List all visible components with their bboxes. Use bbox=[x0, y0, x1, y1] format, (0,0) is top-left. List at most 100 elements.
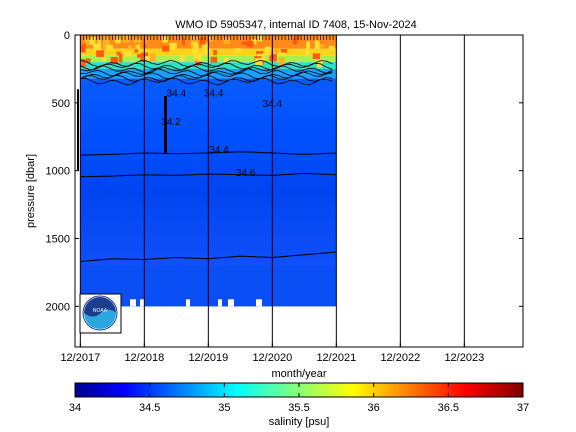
surface-patch bbox=[319, 44, 325, 48]
surface-patch bbox=[203, 48, 209, 55]
surface-patch bbox=[82, 43, 86, 53]
data-gap bbox=[218, 299, 222, 307]
profile-spike bbox=[77, 89, 79, 171]
surface-patch bbox=[271, 49, 279, 54]
surface-patch bbox=[278, 57, 285, 66]
data-gap bbox=[140, 299, 144, 307]
surface-patch bbox=[119, 53, 123, 63]
data-gap bbox=[228, 299, 234, 307]
y-tick-label: 0 bbox=[64, 30, 70, 42]
surface-patch bbox=[179, 55, 185, 61]
surface-patch bbox=[134, 49, 139, 53]
surface-patch bbox=[148, 53, 157, 62]
surface-patch bbox=[124, 51, 132, 57]
surface-patch bbox=[114, 35, 121, 39]
contour-line bbox=[80, 65, 333, 74]
contour-line bbox=[80, 74, 333, 82]
year-gridlines bbox=[79, 35, 465, 347]
surface-patch bbox=[250, 39, 257, 45]
surface-patch bbox=[106, 45, 114, 51]
x-axis-ticks: 12/2017 12/2018 12/2019 12/2020 12/2021 12/20… bbox=[60, 343, 484, 364]
surface-patch bbox=[279, 52, 286, 57]
surface-patch bbox=[203, 46, 210, 50]
surface-patch bbox=[195, 58, 202, 66]
surface-patch bbox=[305, 48, 310, 55]
colorbar-tick-label: 36.5 bbox=[438, 402, 459, 414]
surface-patch bbox=[235, 48, 241, 53]
x-tick-label: 12/2018 bbox=[124, 352, 164, 364]
surface-patch bbox=[202, 42, 208, 49]
contour-label: 34.2 bbox=[161, 117, 181, 128]
surface-patch bbox=[137, 54, 144, 58]
surface-patch bbox=[328, 45, 335, 51]
contour-line bbox=[80, 59, 333, 68]
surface-patch bbox=[143, 44, 147, 49]
surface-patch bbox=[181, 37, 186, 46]
surface-patch bbox=[210, 56, 218, 63]
colorbar: 34 34.5 35 35.5 36 36.5 37 bbox=[69, 382, 529, 414]
surface-patch bbox=[306, 41, 310, 49]
surface-patch bbox=[196, 56, 202, 62]
surface-patch bbox=[269, 54, 277, 62]
surface-patch bbox=[194, 53, 200, 59]
surface-patch bbox=[314, 40, 320, 50]
surface-patch bbox=[127, 45, 133, 50]
surface-patch bbox=[122, 35, 130, 43]
surface-patch bbox=[241, 41, 249, 46]
y-tick-label: 500 bbox=[52, 98, 70, 110]
x-axis-label: month/year bbox=[271, 368, 326, 380]
surface-patch bbox=[292, 38, 298, 45]
surface-patch bbox=[223, 38, 230, 45]
surface-patch bbox=[246, 40, 254, 48]
contour-line bbox=[80, 62, 333, 71]
logo-text: NOAA bbox=[93, 308, 108, 314]
contour-label: 34.6 bbox=[236, 168, 256, 179]
y-axis-label: pressure [dbar] bbox=[25, 154, 37, 228]
surface-patch bbox=[143, 54, 150, 60]
surface-patch bbox=[136, 44, 141, 52]
surface-patch bbox=[316, 58, 323, 68]
surface-patch bbox=[110, 56, 119, 65]
colorbar-tick-label: 37 bbox=[517, 402, 529, 414]
surface-patch bbox=[81, 58, 86, 68]
colorbar-ticks: 34 34.5 35 35.5 36 36.5 37 bbox=[69, 383, 529, 414]
surface-patch bbox=[116, 38, 121, 44]
noaa-logo: NOAA bbox=[79, 293, 122, 334]
y-tick-label: 1500 bbox=[46, 233, 70, 245]
x-tick-label: 12/2020 bbox=[252, 352, 292, 364]
surface-patch bbox=[103, 36, 110, 45]
profile-spike bbox=[164, 96, 167, 154]
x-tick-label: 12/2023 bbox=[444, 352, 484, 364]
colorbar-tick-label: 34 bbox=[69, 402, 81, 414]
surface-patch bbox=[102, 56, 107, 62]
colorbar-tick-label: 34.5 bbox=[139, 402, 160, 414]
x-tick-label: 12/2021 bbox=[316, 352, 356, 364]
surface-patch bbox=[96, 50, 104, 57]
surface-patch bbox=[133, 38, 142, 43]
surface-patch bbox=[140, 56, 147, 62]
surface-patch bbox=[294, 35, 300, 41]
colorbar-tick-label: 35 bbox=[218, 402, 230, 414]
surface-patch bbox=[207, 36, 213, 42]
contour-label: 34.4 bbox=[209, 145, 229, 156]
surface-patch bbox=[97, 39, 101, 47]
colorbar-label: salinity [psu] bbox=[269, 416, 330, 428]
contour-line bbox=[80, 77, 333, 86]
colorbar-tick-label: 36 bbox=[368, 402, 380, 414]
data-gap bbox=[186, 299, 190, 307]
surface-patch bbox=[255, 58, 263, 66]
surface-patch bbox=[191, 36, 198, 43]
surface-patch bbox=[256, 51, 264, 56]
surface-patch bbox=[224, 57, 229, 65]
surface-patch bbox=[169, 42, 177, 50]
surface-patch bbox=[116, 51, 121, 56]
surface-patch bbox=[162, 45, 170, 52]
surface-patch bbox=[86, 40, 90, 46]
surface-patch bbox=[193, 44, 199, 49]
x-tick-label: 12/2019 bbox=[188, 352, 228, 364]
contour-label: 34.4 bbox=[204, 89, 224, 100]
x-tick-label: 12/2022 bbox=[380, 352, 420, 364]
y-tick-label: 1000 bbox=[46, 166, 70, 178]
surface-patch bbox=[162, 36, 168, 43]
